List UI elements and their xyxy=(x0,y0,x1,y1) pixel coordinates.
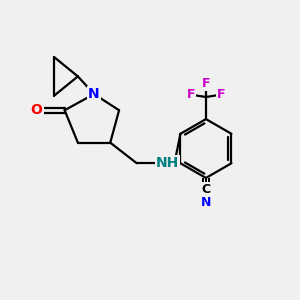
Text: N: N xyxy=(201,196,211,209)
Text: F: F xyxy=(217,88,226,101)
Text: F: F xyxy=(186,88,195,101)
Text: NH: NH xyxy=(156,156,179,170)
Text: O: O xyxy=(31,103,43,117)
Text: C: C xyxy=(201,183,211,196)
Text: N: N xyxy=(88,87,100,101)
Text: F: F xyxy=(202,77,210,90)
